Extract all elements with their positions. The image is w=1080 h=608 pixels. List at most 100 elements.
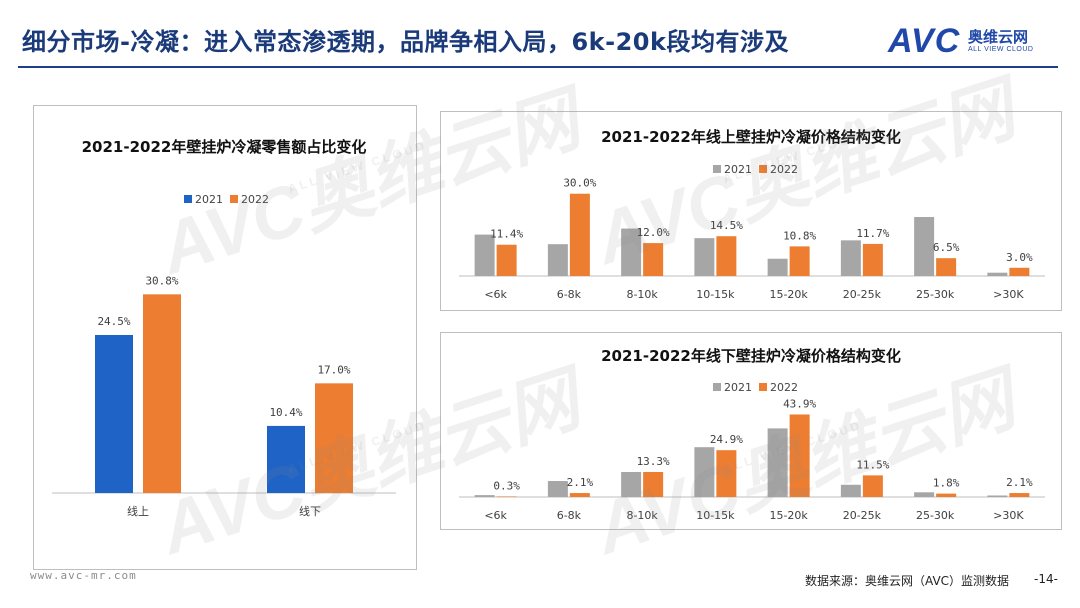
online-price-chart-svg: 2021-2022年线上壁挂炉冷凝价格结构变化 2021 2022 <6k 11.4% 6… — [459, 128, 1045, 301]
footer-url[interactable]: www.avc-mr.com — [30, 569, 137, 582]
bar-2022-4 — [789, 246, 810, 276]
bar-2021-1 — [547, 481, 568, 497]
bar-2021-2 — [621, 228, 642, 276]
bar-2021-4 — [767, 428, 788, 497]
bar-2022-6 — [936, 493, 957, 497]
legend-swatch-2021 — [713, 165, 721, 173]
bar-2022-3 — [716, 450, 737, 497]
legend-label-2022: 2022 — [770, 381, 798, 394]
bar-2022-1 — [569, 493, 590, 497]
page-title: 细分市场-冷凝：进入常态渗透期，品牌争相入局，6k-20k段均有涉及 — [22, 28, 789, 56]
data-label: 11.5% — [856, 458, 889, 471]
x-tick-label: <6k — [484, 509, 507, 522]
x-tick-label: >30K — [993, 288, 1024, 301]
bar-2022-1 — [315, 383, 353, 493]
data-label: 24.5% — [97, 315, 130, 328]
logo-mark: AVC — [888, 22, 961, 60]
x-tick-label: 线下 — [299, 504, 321, 518]
data-label: 13.3% — [637, 455, 670, 468]
data-label: 30.0% — [563, 177, 596, 190]
bar-2022-0 — [496, 244, 517, 276]
bar-2022-7 — [1009, 267, 1030, 276]
bar-2022-1 — [569, 193, 590, 276]
x-tick-label: 线上 — [127, 504, 149, 518]
data-label: 24.9% — [710, 433, 743, 446]
legend-label-2022: 2022 — [241, 193, 269, 206]
x-tick-label: 6-8k — [557, 509, 582, 522]
x-tick-label: 10-15k — [696, 288, 735, 301]
data-label: 30.8% — [145, 274, 178, 287]
logo-en-text: ALL VIEW CLOUD — [968, 46, 1034, 53]
chart-panel-offline-price: 2021-2022年线下壁挂炉冷凝价格结构变化 2021 2022 <6k 0.3% 6-… — [440, 332, 1062, 530]
x-tick-label: 15-20k — [769, 288, 808, 301]
legend-label-2021: 2021 — [195, 193, 223, 206]
data-label: 2.1% — [1006, 476, 1033, 489]
bar-2022-3 — [716, 236, 737, 276]
legend-swatch-2022 — [759, 383, 767, 391]
offline-price-chart-svg: 2021-2022年线下壁挂炉冷凝价格结构变化 2021 2022 <6k 0.3% 6-… — [459, 347, 1045, 522]
share-chart-svg: 2021-2022年壁挂炉冷凝零售额占比变化 2021 2022 线上 24.5% 30.… — [52, 138, 396, 518]
data-label: 0.3% — [493, 479, 520, 492]
data-label: 1.8% — [933, 477, 960, 490]
logo-cn-text: 奥维云网 — [968, 28, 1029, 46]
bar-2021-3 — [694, 238, 715, 276]
x-tick-label: 6-8k — [557, 288, 582, 301]
bar-2021-7 — [987, 272, 1008, 276]
data-label: 11.4% — [490, 228, 523, 241]
legend-swatch-2021 — [184, 195, 192, 203]
x-tick-label: <6k — [484, 288, 507, 301]
legend-swatch-2021 — [713, 383, 721, 391]
bar-2022-2 — [643, 471, 664, 497]
x-tick-label: 25-30k — [916, 288, 955, 301]
data-label: 6.5% — [933, 241, 960, 254]
bar-2022-0 — [496, 496, 517, 497]
bar-2021-0 — [474, 234, 495, 276]
bar-2021-5 — [840, 240, 861, 276]
bar-2022-0 — [143, 294, 181, 493]
title-underline — [18, 66, 1058, 68]
x-tick-label: 20-25k — [843, 288, 882, 301]
bar-2021-5 — [840, 484, 861, 497]
legend-label-2021: 2021 — [724, 381, 752, 394]
x-tick-label: 8-10k — [626, 288, 658, 301]
bar-2021-4 — [767, 258, 788, 276]
bar-2021-3 — [694, 447, 715, 497]
bar-2021-1 — [547, 244, 568, 276]
legend-label-2022: 2022 — [770, 163, 798, 176]
data-label: 10.8% — [783, 229, 816, 242]
chart-title: 2021-2022年壁挂炉冷凝零售额占比变化 — [82, 138, 367, 156]
chart-panel-share: 2021-2022年壁挂炉冷凝零售额占比变化 2021 2022 线上 24.5% 30.… — [33, 105, 417, 570]
bar-2022-2 — [643, 243, 664, 276]
bar-2021-0 — [474, 495, 495, 497]
x-tick-label: 10-15k — [696, 509, 735, 522]
x-tick-label: 25-30k — [916, 509, 955, 522]
bar-2021-6 — [914, 217, 935, 276]
chart-title: 2021-2022年线上壁挂炉冷凝价格结构变化 — [601, 128, 901, 146]
x-tick-label: 20-25k — [843, 509, 882, 522]
data-label: 3.0% — [1006, 251, 1033, 264]
data-label: 12.0% — [637, 226, 670, 239]
bar-2021-1 — [267, 425, 305, 493]
x-tick-label: 8-10k — [626, 509, 658, 522]
data-label: 11.7% — [856, 227, 889, 240]
bar-2021-0 — [95, 334, 133, 493]
bar-2022-7 — [1009, 493, 1030, 497]
x-tick-label: 15-20k — [769, 509, 808, 522]
legend-swatch-2022 — [230, 195, 238, 203]
avc-logo: AVC 奥维云网 ALL VIEW CLOUD — [888, 24, 1058, 60]
data-label: 10.4% — [269, 406, 302, 419]
chart-title: 2021-2022年线下壁挂炉冷凝价格结构变化 — [601, 347, 901, 365]
data-source-note: 数据来源：奥维云网（AVC）监测数据 — [805, 574, 1010, 588]
x-tick-label: >30K — [993, 509, 1024, 522]
bar-2021-2 — [621, 471, 642, 497]
legend-label-2021: 2021 — [724, 163, 752, 176]
bar-2021-7 — [987, 495, 1008, 497]
page-number: -14- — [1034, 572, 1058, 586]
bar-2021-6 — [914, 492, 935, 497]
bar-2022-6 — [936, 258, 957, 276]
bar-2022-4 — [789, 414, 810, 497]
chart-panel-online-price: 2021-2022年线上壁挂炉冷凝价格结构变化 2021 2022 <6k 11.4% 6… — [440, 111, 1062, 311]
data-label: 2.1% — [567, 476, 594, 489]
legend-swatch-2022 — [759, 165, 767, 173]
bar-2022-5 — [862, 243, 883, 276]
